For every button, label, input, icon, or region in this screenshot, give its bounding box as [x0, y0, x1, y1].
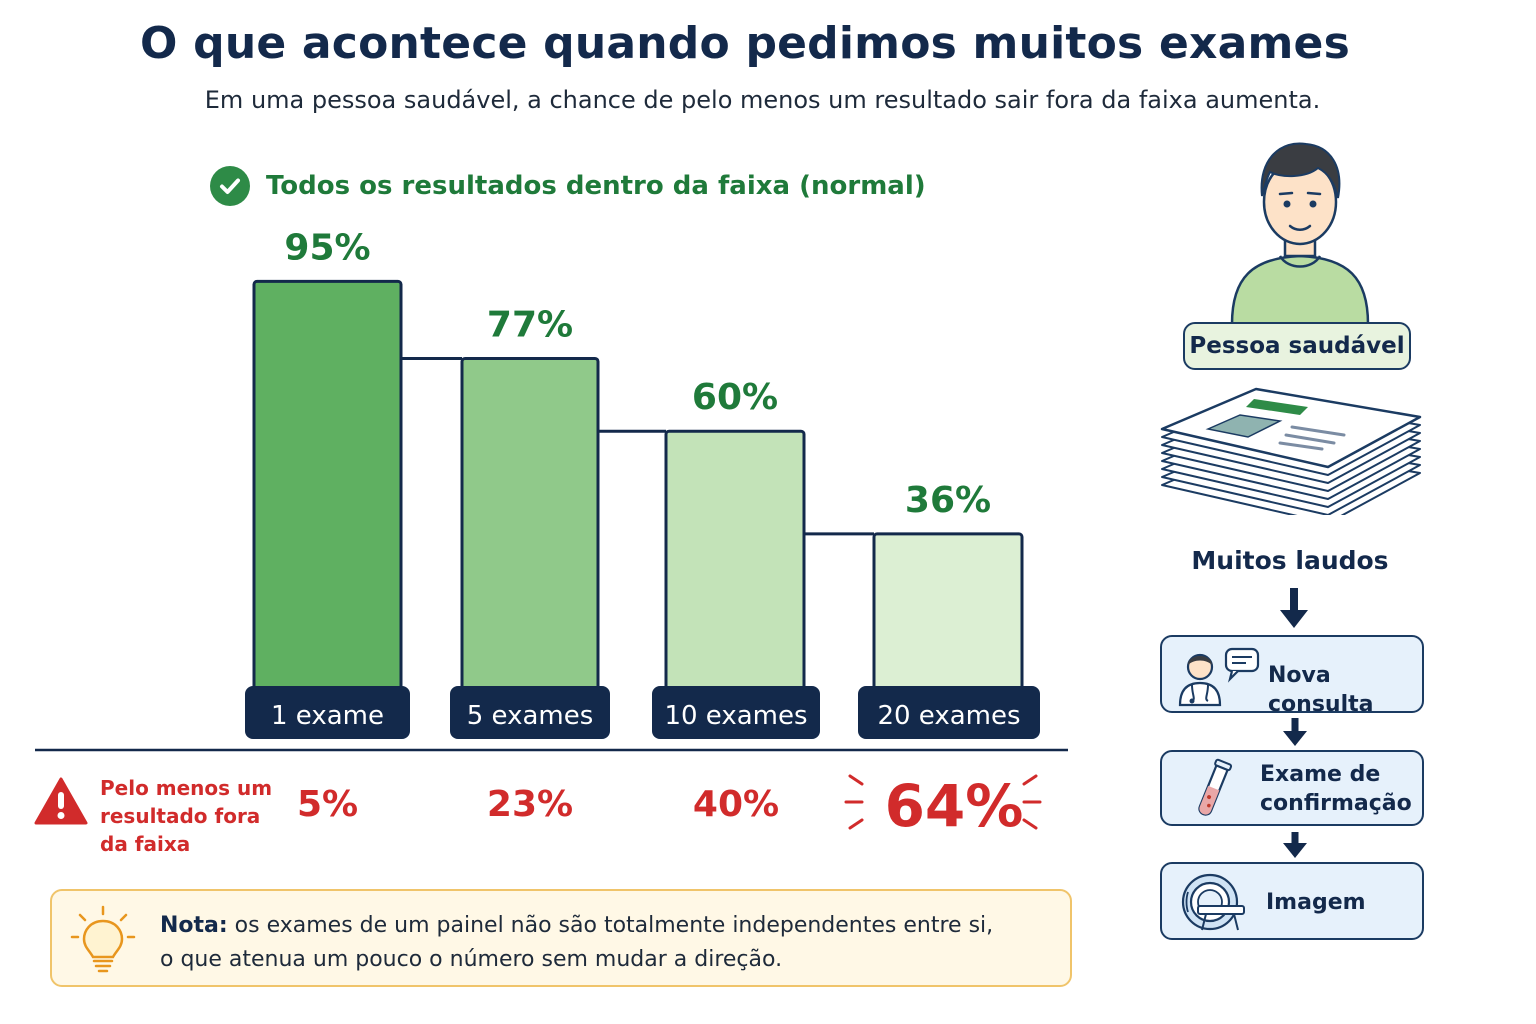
risk-value-label: 23%	[487, 784, 573, 825]
bar-value-label: 60%	[692, 377, 778, 418]
note-line2: o que atenua um pouco o número sem mudar…	[160, 947, 783, 972]
papers-label: Muitos laudos	[1191, 546, 1389, 575]
step-label-line1: Exame de	[1260, 762, 1381, 787]
risk-value-label: 5%	[297, 784, 358, 825]
highlight-ray	[848, 818, 864, 830]
step-nova-consulta: Nova consulta	[1160, 635, 1424, 717]
bar	[252, 279, 403, 696]
step-label: Nova consulta	[1268, 663, 1374, 717]
test-tube-icon	[1198, 758, 1233, 816]
bar	[664, 429, 806, 696]
step-label-line2: confirmação	[1260, 791, 1412, 816]
person-label: Pessoa saudável	[1183, 322, 1411, 370]
step-label: Imagem	[1266, 890, 1366, 915]
bar	[872, 532, 1024, 696]
step-exame-confirmacao: Exame de confirmação	[1160, 750, 1424, 826]
check-circle-icon	[210, 166, 250, 206]
arrow-down-icon	[1283, 832, 1307, 858]
note-box: Nota: os exames de um painel não são tot…	[50, 889, 1072, 987]
risk-value-label: 64%	[885, 772, 1024, 840]
person-icon	[1230, 142, 1370, 324]
category-tab	[858, 686, 1040, 739]
mri-scanner-icon	[1181, 873, 1245, 931]
note-bold: Nota:	[160, 913, 228, 938]
step-imagem: Imagem	[1160, 862, 1424, 940]
bar	[460, 356, 600, 696]
bar-value-label: 36%	[905, 480, 991, 521]
risk-value-label: 40%	[693, 784, 779, 825]
category-label: 20 exames	[877, 701, 1020, 731]
legend-label: Todos os resultados dentro da faixa (nor…	[266, 171, 926, 201]
category-label: 1 exame	[271, 701, 384, 731]
arrow-down-icon	[1280, 588, 1308, 628]
chart-title: O que acontece quando pedimos muitos exa…	[140, 18, 1350, 69]
category-tab	[245, 686, 410, 739]
note-line1: os exames de um painel não são totalment…	[227, 913, 994, 938]
warning-triangle-icon	[34, 777, 88, 825]
bar-value-label: 95%	[284, 227, 370, 268]
category-tab	[652, 686, 820, 739]
category-label: 10 exames	[664, 701, 807, 731]
lightbulb-icon	[70, 905, 136, 973]
highlight-ray	[1022, 818, 1038, 830]
category-label: 5 exames	[467, 701, 594, 731]
arrow-down-icon	[1283, 718, 1307, 746]
bar-value-label: 77%	[487, 304, 573, 345]
category-tab	[450, 686, 610, 739]
legend: Todos os resultados dentro da faixa (nor…	[210, 166, 926, 206]
note-text: Nota: os exames de um painel não são tot…	[160, 909, 1040, 977]
bar-chart: 95% 77% 60% 36% 1 exame 5 exames 10 exames 20 e…	[35, 227, 1068, 840]
stack-of-reports-icon	[1160, 387, 1422, 515]
highlight-ray	[1022, 774, 1038, 786]
highlight-ray	[848, 774, 864, 786]
risk-label: Pelo menos um resultado fora da faixa	[100, 776, 273, 856]
chart-subtitle: Em uma pessoa saudável, a chance de pelo…	[204, 86, 1321, 114]
doctor-chat-icon	[1178, 647, 1260, 707]
